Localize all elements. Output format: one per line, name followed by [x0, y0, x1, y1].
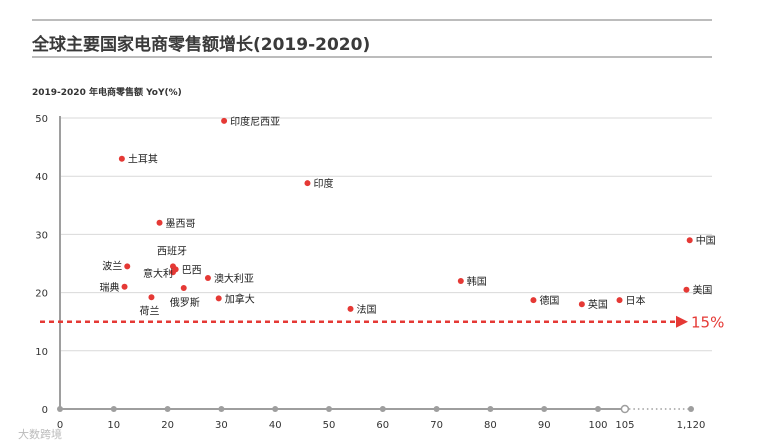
x-tick-marker	[218, 406, 225, 412]
data-point-label: 波兰	[102, 259, 122, 272]
data-point-label: 法国	[357, 303, 377, 316]
x-tick-marker	[272, 406, 279, 412]
data-point	[304, 180, 311, 187]
data-point-label: 瑞典	[100, 281, 120, 294]
x-tick-marker	[164, 406, 171, 412]
data-point-label: 韩国	[467, 275, 487, 288]
data-point	[180, 284, 187, 291]
y-axis-label: 2019-2020 年电商零售额 YoY(%)	[32, 86, 182, 98]
x-tick-label: 1,120	[677, 420, 706, 431]
x-tick-label: 0	[57, 420, 63, 431]
data-point-label: 土耳其	[128, 153, 158, 166]
data-point	[686, 237, 693, 244]
data-point-label: 荷兰	[139, 304, 159, 317]
x-tick-marker	[487, 406, 494, 412]
x-tick-label: 10	[107, 420, 120, 431]
data-point-label: 俄罗斯	[170, 296, 200, 309]
data-point	[683, 286, 690, 293]
reference-label: 15%	[691, 314, 724, 332]
data-point-label: 墨西哥	[166, 218, 196, 230]
x-tick-label: 30	[215, 420, 228, 431]
x-tick-label: 20	[161, 420, 174, 431]
x-tick-label: 50	[323, 420, 336, 431]
x-axis-break-marker	[620, 404, 630, 414]
y-tick-label: 30	[35, 230, 48, 241]
reference-line-group: 15%	[40, 314, 724, 332]
reference-arrow-icon	[676, 315, 688, 328]
axes: 0 10 20 30 40 50 0 10 20 30 40 50 60 70 80 90 100 105 1,12…	[35, 114, 705, 431]
chart-title: 全球主要国家电商零售额增长(2019-2020)	[31, 34, 370, 55]
data-point	[204, 275, 211, 282]
data-point-label: 加拿大	[225, 292, 255, 305]
data-point	[530, 297, 537, 304]
data-point-label: 日本	[626, 294, 646, 307]
data-point	[616, 297, 623, 304]
data-point-label: 德国	[539, 294, 559, 307]
y-tick-label: 20	[35, 289, 48, 300]
x-tick-marker	[326, 406, 332, 412]
data-point	[457, 277, 464, 284]
x-tick-marker	[688, 406, 694, 412]
x-tick-label: 60	[376, 420, 389, 431]
x-tick-marker	[110, 406, 117, 412]
y-tick-label: 0	[42, 405, 48, 416]
x-tick-label: 40	[269, 420, 282, 431]
data-point-label: 澳大利亚	[214, 272, 254, 285]
watermark: 大数跨境	[18, 427, 62, 441]
data-point	[578, 301, 585, 308]
y-tick-label: 50	[35, 114, 48, 125]
data-point-label: 中国	[696, 234, 716, 247]
data-point-label: 美国	[692, 284, 712, 297]
x-tick-marker	[595, 406, 601, 412]
data-point	[347, 305, 354, 312]
data-point-label: 西班牙	[157, 245, 187, 257]
data-point	[221, 117, 228, 124]
y-tick-label: 40	[35, 172, 48, 183]
data-point	[156, 219, 163, 226]
x-tick-label: 90	[538, 420, 551, 431]
y-tick-label: 10	[35, 347, 48, 358]
x-tick-label: 105	[615, 420, 634, 431]
data-point	[148, 294, 155, 301]
data-point-label: 印度尼西亚	[230, 115, 280, 128]
x-tick-label: 100	[588, 420, 607, 431]
data-point-label: 英国	[588, 298, 608, 311]
data-point	[215, 295, 222, 302]
x-tick-marker	[57, 406, 63, 412]
data-point-label: 巴西	[182, 264, 202, 276]
x-tick-marker	[379, 406, 386, 412]
data-point	[124, 263, 131, 270]
x-tick-marker	[541, 406, 548, 412]
x-tick-label: 80	[484, 420, 497, 431]
data-point-label: 印度	[313, 177, 333, 190]
data-point	[121, 283, 128, 290]
x-tick-label: 70	[430, 420, 443, 431]
grid-lines	[60, 117, 712, 352]
data-point	[118, 155, 125, 162]
data-point	[172, 266, 179, 273]
data-point-label: 意大利	[143, 267, 173, 280]
x-tick-marker	[433, 406, 440, 412]
